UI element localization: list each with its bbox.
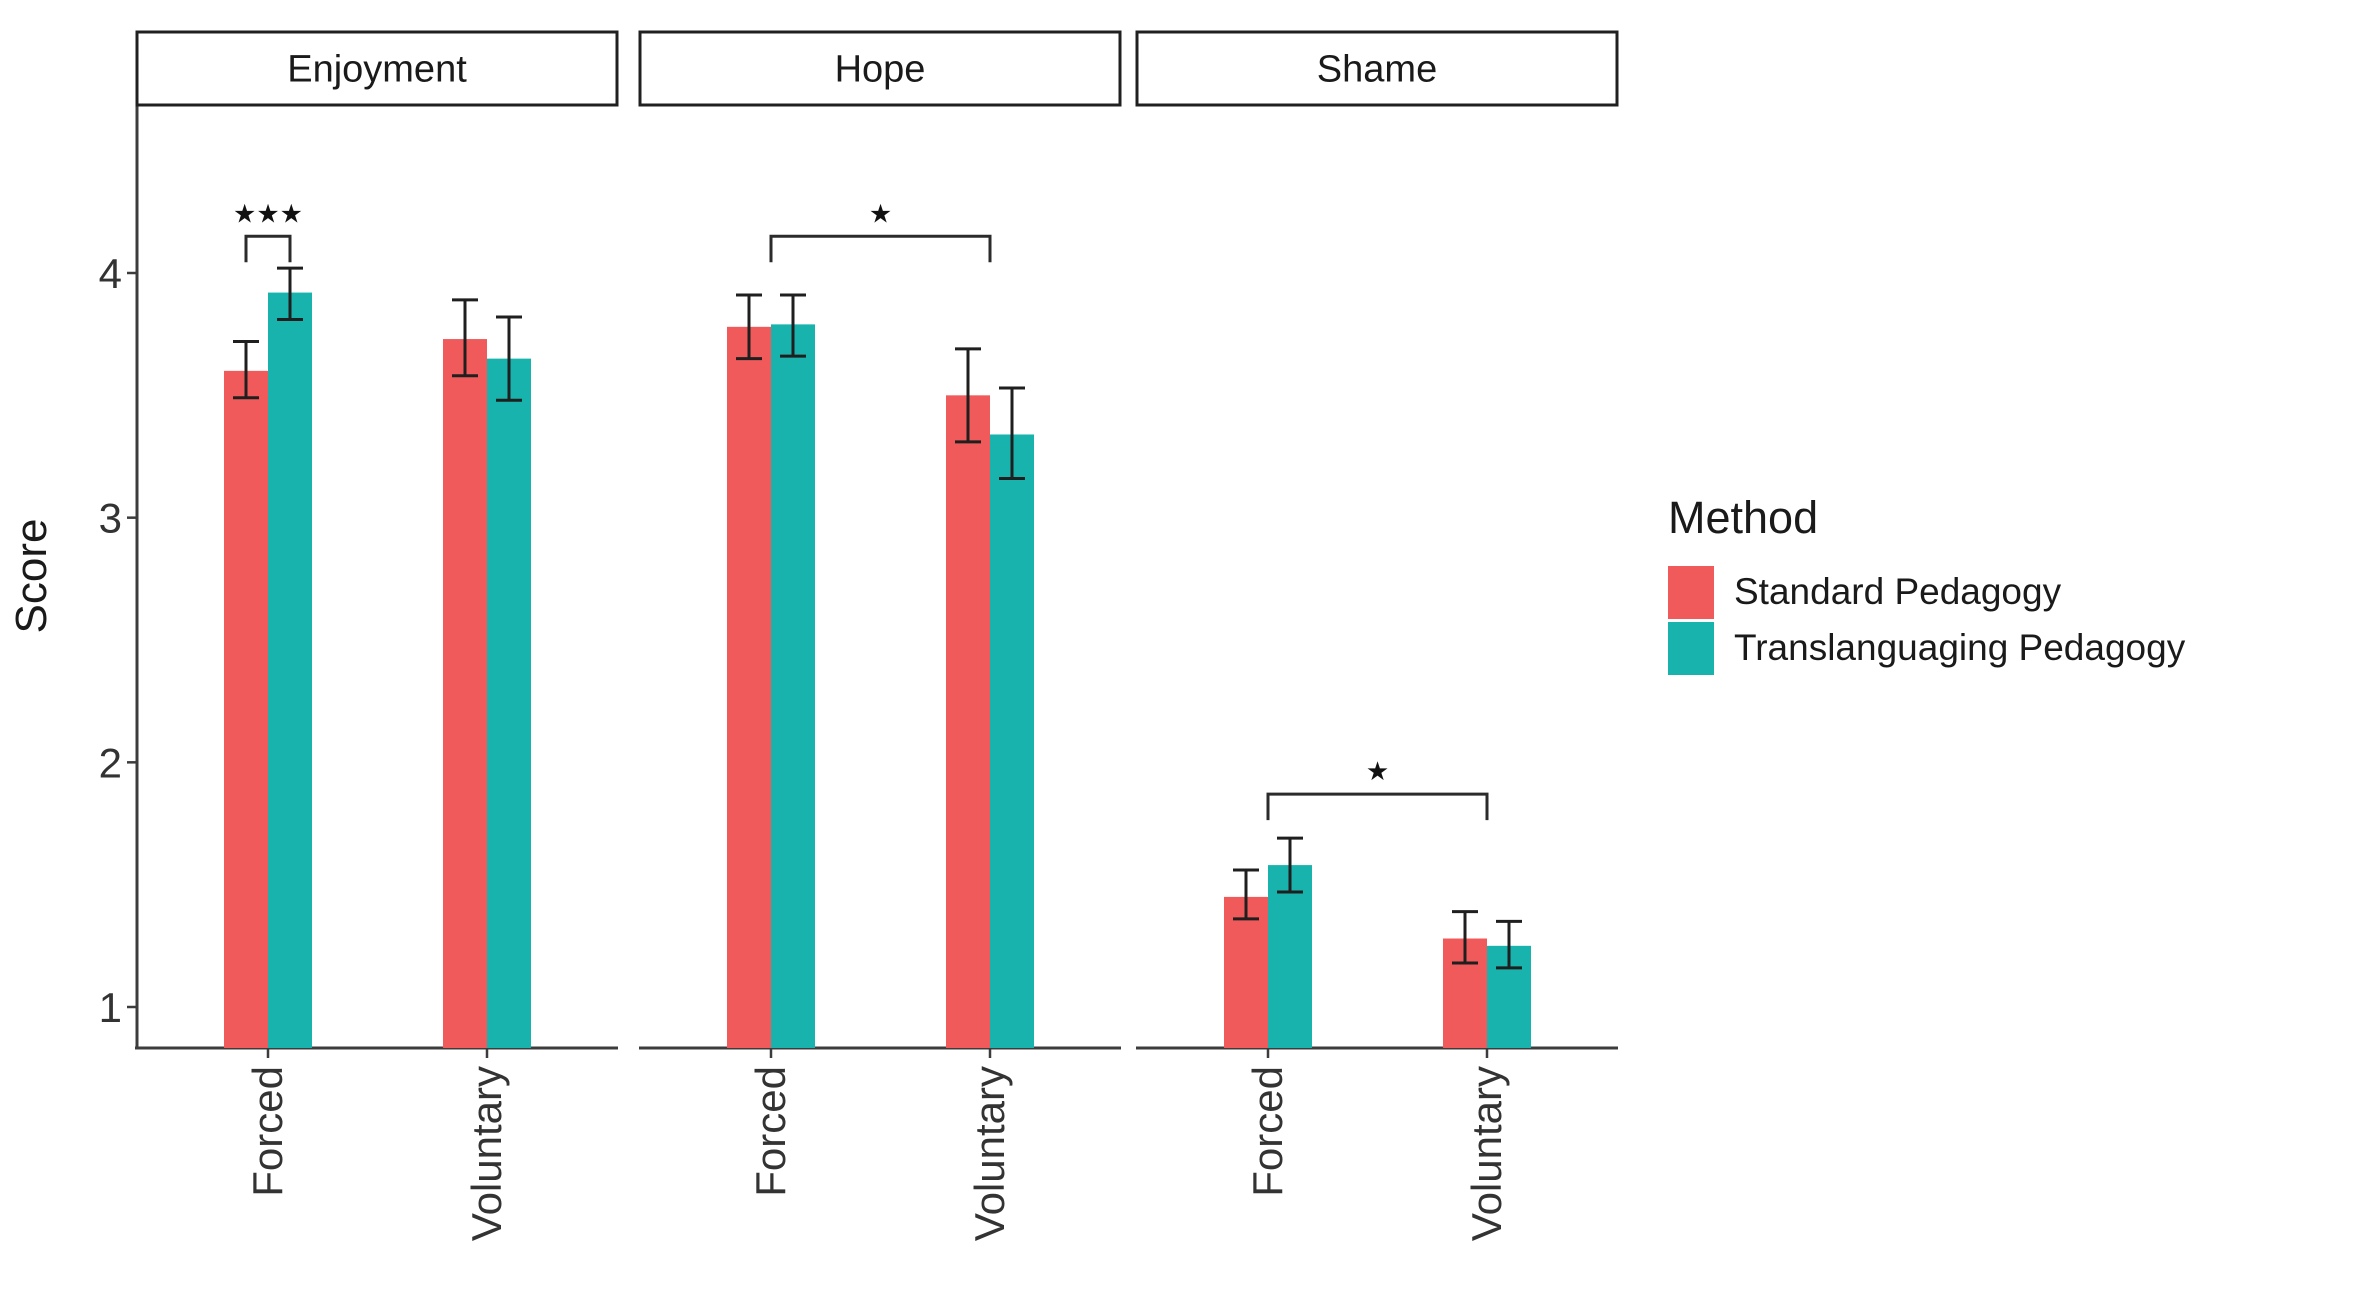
facet-strip — [135, 30, 619, 107]
legend-key-swatch — [1668, 621, 1714, 675]
bar-translanguaging — [1268, 865, 1312, 1048]
significance-stars: ★ — [869, 198, 892, 228]
legend-entry-label: Translanguaging Pedagogy — [1734, 627, 2186, 668]
y-tick-label: 1 — [99, 984, 122, 1031]
bar-translanguaging — [268, 292, 312, 1048]
bar-standard — [1224, 896, 1268, 1048]
significance-bracket — [769, 234, 992, 263]
x-tick-label: Forced — [747, 1066, 794, 1197]
facet-strip-label: Enjoyment — [287, 49, 467, 91]
x-tick-label: Forced — [1244, 1066, 1291, 1197]
x-tick-label: Voluntary — [1463, 1066, 1510, 1241]
x-tick-label: Voluntary — [463, 1066, 510, 1241]
x-tick-label: Voluntary — [966, 1066, 1013, 1241]
y-tick-label: 3 — [99, 495, 122, 542]
legend-title: Method — [1668, 492, 1819, 543]
y-tick-label: 2 — [99, 739, 122, 786]
facet-strip-label: Hope — [835, 49, 926, 91]
legend-entry: Translanguaging Pedagogy — [1668, 620, 2185, 676]
bar-standard — [946, 395, 990, 1048]
facet-strip-label: Shame — [1317, 49, 1437, 91]
bar-translanguaging — [771, 324, 815, 1049]
legend-entry-label: Standard Pedagogy — [1734, 571, 2062, 612]
bar-translanguaging — [487, 358, 531, 1048]
bar-standard — [224, 370, 268, 1048]
significance-bracket — [244, 234, 292, 263]
legend-key-swatch — [1668, 565, 1714, 619]
bar-translanguaging — [990, 434, 1034, 1048]
significance-stars: ★★★ — [233, 198, 303, 228]
y-axis-title: Score — [7, 519, 56, 634]
bar-standard — [727, 326, 771, 1048]
y-tick-label: 4 — [99, 250, 122, 297]
significance-bracket — [1266, 792, 1489, 821]
facet-strip — [1135, 30, 1619, 107]
facet-strip — [638, 30, 1122, 107]
bar-standard — [443, 339, 487, 1048]
x-tick-label: Forced — [244, 1066, 291, 1197]
significance-stars: ★ — [1366, 756, 1389, 786]
legend-entry: Standard Pedagogy — [1668, 564, 2185, 620]
legend: Standard Pedagogy Translanguaging Pedagog… — [1668, 564, 2185, 676]
